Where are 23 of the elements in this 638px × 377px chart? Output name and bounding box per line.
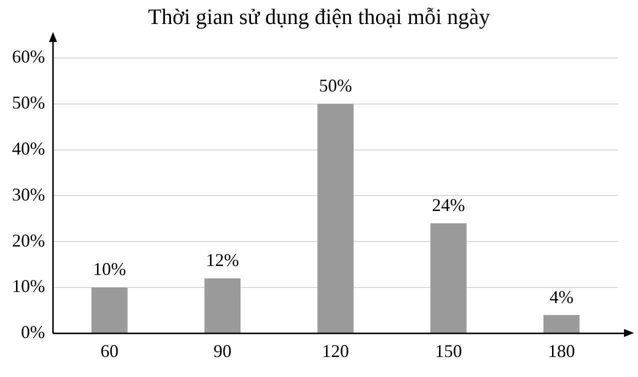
x-tick-label: 180 — [548, 340, 575, 361]
chart-title: Thời gian sử dụng điện thoại mỗi ngày — [147, 4, 491, 30]
y-tick-label: 0% — [20, 322, 45, 342]
y-tick-label: 50% — [12, 92, 45, 113]
x-tick-label: 120 — [322, 340, 349, 361]
y-tick-label: 30% — [12, 184, 45, 204]
bar — [91, 288, 128, 333]
bar — [543, 315, 580, 333]
y-tick-label: 60% — [12, 46, 45, 67]
data-label: 50% — [318, 76, 352, 96]
data-label: 10% — [92, 259, 126, 280]
data-label: 24% — [432, 194, 465, 215]
data-label: 4% — [550, 286, 574, 307]
data-label: 12% — [206, 250, 239, 270]
y-tick-label: 20% — [12, 230, 45, 250]
x-tick-label: 90 — [213, 340, 232, 361]
x-tick-label: 150 — [435, 340, 462, 361]
bar — [430, 223, 467, 333]
bar — [317, 104, 354, 333]
x-tick-label: 60 — [100, 340, 118, 361]
y-tick-label: 40% — [12, 138, 45, 159]
y-tick-label: 10% — [12, 276, 45, 296]
bar — [204, 278, 241, 333]
